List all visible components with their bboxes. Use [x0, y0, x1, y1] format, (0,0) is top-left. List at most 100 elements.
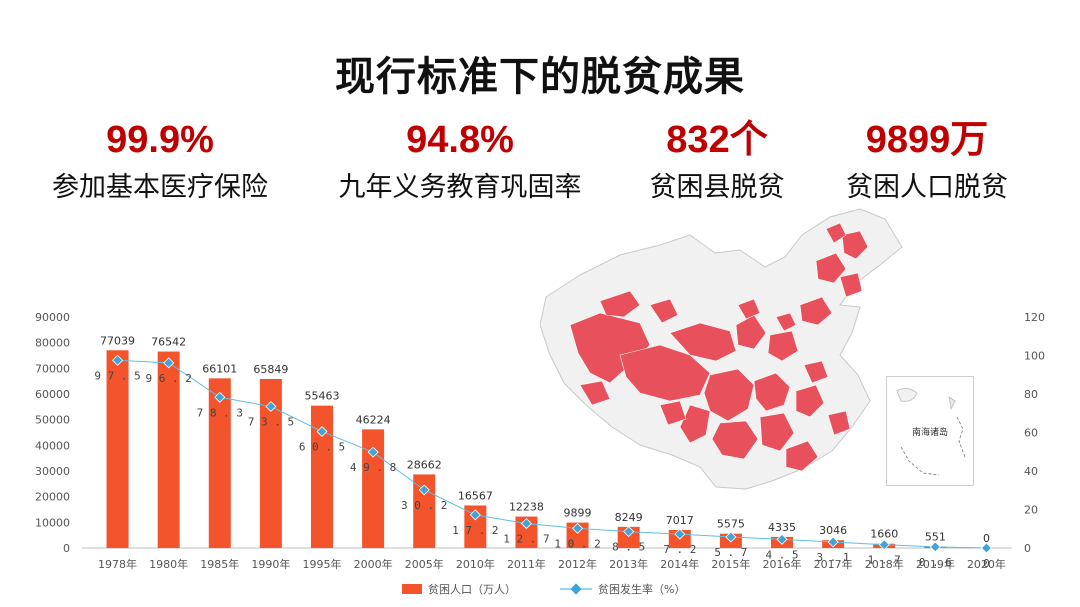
rate-line	[117, 359, 987, 549]
rate-value-label: 1 7 . 2	[452, 524, 498, 537]
bar-value-label: 4335	[768, 521, 796, 534]
rate-marker	[725, 531, 737, 543]
bar-data-labels: 77039 76542 66101 65849 55463 46224 28662 16567…	[100, 334, 990, 545]
rate-marker	[878, 539, 890, 551]
bar-value-label: 1660	[870, 528, 898, 541]
x-tick-label: 2011年	[507, 557, 546, 571]
rate-value-label: 9 7 . 5	[94, 369, 140, 382]
stat-value: 99.9%	[106, 119, 214, 161]
left-y-tick-label: 30000	[35, 465, 70, 478]
rate-marker	[572, 522, 584, 534]
right-y-tick-label: 60	[1024, 427, 1038, 440]
inset-label: 南海诸岛	[911, 428, 948, 438]
rate-value-label: 5 . 7	[714, 546, 747, 559]
bar	[362, 429, 385, 548]
right-y-tick-label: 40	[1024, 465, 1038, 478]
china-poverty-map	[540, 208, 903, 490]
rate-value-label: 0 . 6	[919, 556, 952, 569]
stat-poor-counties: 832个 贫困县脱贫	[622, 116, 812, 208]
left-y-axis: 0 10000 20000 30000 40000 50000 60000 70000 8000…	[35, 311, 70, 555]
rate-marker	[929, 541, 941, 553]
rate-value-label: 8 . 5	[612, 541, 645, 554]
rate-value-label: 7 8 . 3	[197, 406, 243, 419]
rate-marker	[827, 536, 839, 548]
chart-legend: 贫困人口（万人） 贫困发生率（%）	[402, 582, 685, 596]
x-tick-label: 2000年	[354, 557, 393, 571]
x-tick-label: 2017年	[814, 557, 853, 571]
bar	[157, 351, 180, 548]
rate-data-labels: 9 7 . 5 9 6 . 2 7 8 . 3 7 3 . 5 6 0 . 5 4 9 .…	[94, 369, 989, 570]
bar-value-label: 66101	[202, 362, 237, 375]
rate-value-label: 7 3 . 5	[248, 416, 294, 429]
x-tick-label: 2018年	[865, 557, 904, 571]
left-y-tick-label: 40000	[35, 439, 70, 452]
x-tick-label: 1990年	[251, 557, 290, 571]
left-y-tick-label: 90000	[35, 311, 70, 324]
line-series	[112, 354, 992, 554]
right-y-tick-label: 120	[1024, 311, 1045, 324]
highlighted-poverty-counties	[569, 222, 869, 472]
rate-value-label: 0	[983, 557, 990, 570]
rate-marker	[316, 426, 328, 438]
south-china-sea-islands	[896, 388, 966, 476]
bar-value-label: 8249	[615, 511, 643, 524]
x-tick-label: 1980年	[149, 557, 188, 571]
bar	[259, 378, 282, 548]
rate-value-label: 1 0 . 2	[554, 537, 600, 550]
stat-compulsory-education: 94.8% 九年义务教育巩固率	[310, 116, 610, 208]
legend-label-rate: 贫困发生率（%）	[598, 582, 685, 596]
x-tick-label: 2020年	[967, 557, 1006, 571]
left-y-tick-label: 70000	[35, 362, 70, 375]
bar	[311, 405, 333, 548]
rate-value-label: 4 . 5	[765, 548, 798, 561]
x-tick-label: 2013年	[609, 557, 648, 571]
left-y-tick-label: 80000	[35, 337, 70, 350]
stat-value: 94.8%	[406, 119, 514, 161]
bar-value-label: 65849	[253, 363, 288, 376]
rate-marker	[367, 446, 379, 458]
rate-marker	[623, 526, 635, 538]
x-tick-label: 1978年	[98, 557, 137, 571]
legend-swatch-bar	[402, 584, 422, 594]
x-tick-label: 2014年	[660, 557, 699, 571]
bar-value-label: 0	[983, 532, 990, 545]
x-tick-label: 1985年	[200, 557, 239, 571]
bar-value-label: 16567	[458, 489, 493, 502]
rate-value-label: 4 9 . 8	[350, 461, 396, 474]
right-y-tick-label: 80	[1024, 388, 1038, 401]
bar	[106, 350, 129, 548]
stat-label: 参加基本医疗保险	[52, 172, 268, 203]
x-tick-label: 2012年	[558, 557, 597, 571]
rate-value-label: 6 0 . 5	[299, 441, 345, 454]
x-tick-label: 2010年	[456, 557, 495, 571]
bar-value-label: 551	[925, 531, 946, 544]
rate-value-label: 9 6 . 2	[145, 372, 191, 385]
rate-marker	[520, 518, 532, 530]
bar-value-label: 46224	[356, 413, 391, 426]
rate-value-label: 1 2 . 7	[503, 533, 549, 546]
south-china-sea-inset: 南海诸岛	[886, 376, 974, 486]
rate-marker	[418, 484, 430, 496]
x-tick-label: 2019年	[916, 557, 955, 571]
bar-series	[106, 350, 947, 548]
bar-value-label: 77039	[100, 334, 135, 347]
x-tick-label: 2016年	[763, 557, 802, 571]
x-tick-label: 2015年	[711, 557, 750, 571]
left-y-tick-label: 20000	[35, 491, 70, 504]
legend-label-population: 贫困人口（万人）	[428, 582, 516, 596]
bar-value-label: 7017	[666, 514, 694, 527]
rate-marker	[214, 391, 226, 403]
rate-marker	[674, 528, 686, 540]
bar-value-label: 76542	[151, 336, 186, 349]
rate-marker	[265, 400, 277, 413]
stat-label: 贫困县脱贫	[649, 172, 785, 203]
right-y-tick-label: 20	[1024, 504, 1038, 517]
rate-value-label: 3 0 . 2	[401, 499, 447, 512]
bar-value-label: 3046	[819, 524, 847, 537]
rate-marker	[469, 509, 481, 521]
left-y-tick-label: 0	[63, 542, 70, 555]
bar-value-label: 5575	[717, 518, 745, 531]
rate-marker	[112, 354, 124, 366]
rate-value-label: 3 . 1	[817, 551, 850, 564]
rate-marker	[776, 533, 788, 545]
